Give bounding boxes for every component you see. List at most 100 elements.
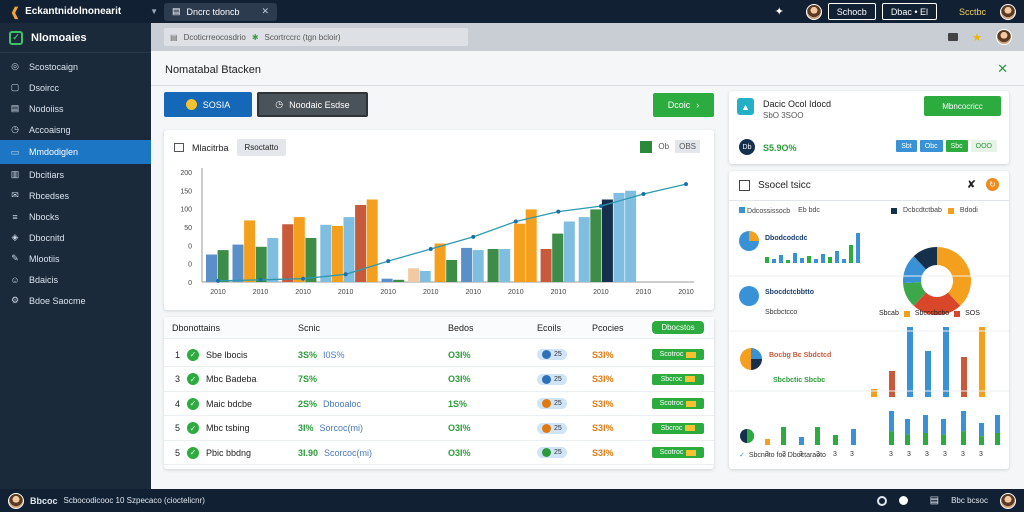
check-circle-icon[interactable]: ✓ xyxy=(187,422,199,434)
chart-bar[interactable] xyxy=(244,220,256,282)
status-badge[interactable]: Sbcroc xyxy=(652,422,704,434)
sidebar-item-7[interactable]: ≡ Nbocks xyxy=(0,206,151,227)
chart-bar[interactable] xyxy=(267,238,279,282)
chart-bar[interactable] xyxy=(446,260,458,282)
column-header-1[interactable]: Scnic xyxy=(298,322,321,333)
count-pill[interactable]: 25 xyxy=(537,373,567,385)
table-row[interactable]: 5 ✓ Pbic bbdng 3I.90 Scorcoc(mi) O3I% 25 S3I% Sc… xyxy=(164,441,714,465)
chart-bar[interactable] xyxy=(320,224,332,282)
status-text[interactable]: Scctbc xyxy=(958,6,986,17)
status-badge[interactable]: Sbcroc xyxy=(652,373,704,385)
chart-bar[interactable] xyxy=(461,247,473,282)
stack-bar[interactable] xyxy=(905,419,910,435)
chart-bar[interactable] xyxy=(613,192,625,282)
chart-bar[interactable] xyxy=(381,278,393,282)
chart-bar[interactable] xyxy=(601,199,613,283)
chart-bar[interactable] xyxy=(419,271,431,282)
chart-bar[interactable] xyxy=(487,249,499,282)
chart-bar[interactable] xyxy=(232,244,244,282)
count-pill[interactable]: 25 xyxy=(537,447,567,458)
trend-point[interactable] xyxy=(598,204,603,209)
trend-point[interactable] xyxy=(641,192,646,196)
table-row[interactable]: 3 ✓ Mbc Badeba 7S% O3I% 25 S3I% Sbcroc xyxy=(164,368,714,392)
chart-bar[interactable] xyxy=(331,225,343,282)
column-bar[interactable] xyxy=(925,351,931,397)
stack-bar[interactable] xyxy=(889,431,894,445)
status-dot-icon[interactable] xyxy=(898,496,908,505)
sidebar-item-11[interactable]: ⚙ Bdoe Saocme xyxy=(0,290,151,311)
sidebar-item-10[interactable]: ☺ Bdaicis xyxy=(0,269,151,290)
chart-bar[interactable] xyxy=(343,217,355,282)
avatar-small[interactable] xyxy=(996,29,1012,45)
pie-slice[interactable] xyxy=(903,282,927,306)
column-header-3[interactable]: Ecoils xyxy=(537,322,562,333)
chart-bar[interactable] xyxy=(499,249,511,282)
avatar-footer[interactable] xyxy=(8,492,24,509)
sidebar-item-8[interactable]: ◈ Dbocnitd xyxy=(0,227,151,248)
trend-point[interactable] xyxy=(301,276,306,281)
check-circle-icon[interactable]: ✓ xyxy=(187,348,199,361)
bookmark-star-icon[interactable]: ★ xyxy=(972,31,982,44)
count-pill[interactable]: 25 xyxy=(537,398,567,409)
status-badge[interactable]: Scotroc xyxy=(652,398,704,409)
secondary-action-button[interactable]: ◷ Noodaic Esdse xyxy=(257,92,368,117)
sync-icon[interactable] xyxy=(876,495,887,506)
stack-bar[interactable] xyxy=(995,433,1000,445)
url-field[interactable]: ▤ Dcoticrreocosdrio ✱ Scortrccrc (tgn bc… xyxy=(164,28,468,46)
chart-bar[interactable] xyxy=(590,209,602,282)
chart-bar[interactable] xyxy=(393,279,405,282)
trend-point[interactable] xyxy=(556,209,561,214)
sidebar-item-6[interactable]: ✉ Rbcedses xyxy=(0,185,151,206)
summary-tag[interactable]: Sbt xyxy=(896,140,917,152)
sidebar-item-4[interactable]: ▭ Mmdodiglen xyxy=(0,140,151,164)
summary-tag[interactable]: Obc xyxy=(919,140,943,152)
column-bar[interactable] xyxy=(871,389,877,397)
stack-bar[interactable] xyxy=(889,411,894,432)
chart-bar[interactable] xyxy=(366,199,378,283)
chart-bar[interactable] xyxy=(540,249,552,282)
chart-bar[interactable] xyxy=(578,217,590,282)
sidebar-item-1[interactable]: ▢ Dsoircc xyxy=(0,77,151,98)
tools-icon[interactable]: ✘ xyxy=(966,179,976,191)
tab-close-icon[interactable]: ✕ xyxy=(261,6,270,16)
trend-point[interactable] xyxy=(216,278,220,283)
sidebar-item-0[interactable]: ◎ Scostocaign xyxy=(0,56,151,77)
column-header-2[interactable]: Bedos xyxy=(448,322,474,333)
table-row[interactable]: 1 ✓ Sbe lbocis 3S% I0S% O3I% 25 S3I% Scotroc xyxy=(164,343,714,367)
stack-bar[interactable] xyxy=(923,433,928,445)
trend-point[interactable] xyxy=(386,259,391,264)
chart-bar[interactable] xyxy=(434,243,446,283)
table-row[interactable]: 4 ✓ Maic bdcbe 2S% Dbooaloc 1S% 25 S3I% Scotroc xyxy=(164,392,714,416)
summary-tag[interactable]: OOO xyxy=(970,140,997,152)
stack-bar[interactable] xyxy=(979,423,984,437)
chart-bar[interactable] xyxy=(552,233,564,282)
account-button[interactable]: Dbac • El xyxy=(881,3,937,20)
summary-tag[interactable]: Sbc xyxy=(945,140,968,152)
table-row[interactable]: 5 ✓ Mbc tsbing 3I% Sorcoc(mi) O3I% 25 S3I% Sbcro… xyxy=(164,417,714,441)
check-circle-icon[interactable]: ✓ xyxy=(187,446,199,459)
stack-bar[interactable] xyxy=(995,415,1000,433)
column-header-4[interactable]: Pcocies xyxy=(592,322,624,333)
count-pill[interactable]: 25 xyxy=(537,349,567,360)
chart-bar[interactable] xyxy=(206,254,217,283)
chart-bar[interactable] xyxy=(305,238,317,282)
avatar[interactable] xyxy=(805,3,822,20)
status-badge[interactable]: Scotroc xyxy=(652,349,704,360)
column-bar[interactable] xyxy=(889,371,895,397)
chart-bar[interactable] xyxy=(293,217,305,282)
chart-bar[interactable] xyxy=(472,250,484,282)
sidebar-item-3[interactable]: ◷ Accoaisng xyxy=(0,119,151,140)
chart-bar[interactable] xyxy=(625,190,637,282)
expand-icon[interactable] xyxy=(739,180,750,191)
legend-label-a[interactable]: Ob xyxy=(658,142,670,151)
column-bar[interactable] xyxy=(961,357,967,397)
count-pill[interactable]: 25 xyxy=(537,422,567,434)
sidebar-item-9[interactable]: ✎ Mlootiis xyxy=(0,248,151,269)
sidebar-item-5[interactable]: ▥ Dbcitiars xyxy=(0,164,151,185)
column-bar[interactable] xyxy=(943,327,949,397)
folder-icon[interactable]: ▤ xyxy=(929,495,940,506)
sidebar-item-2[interactable]: ▤ Nodoiiss xyxy=(0,98,151,119)
chart-bar[interactable] xyxy=(355,205,367,282)
column-bar[interactable] xyxy=(979,327,985,397)
trend-point[interactable] xyxy=(343,272,348,277)
